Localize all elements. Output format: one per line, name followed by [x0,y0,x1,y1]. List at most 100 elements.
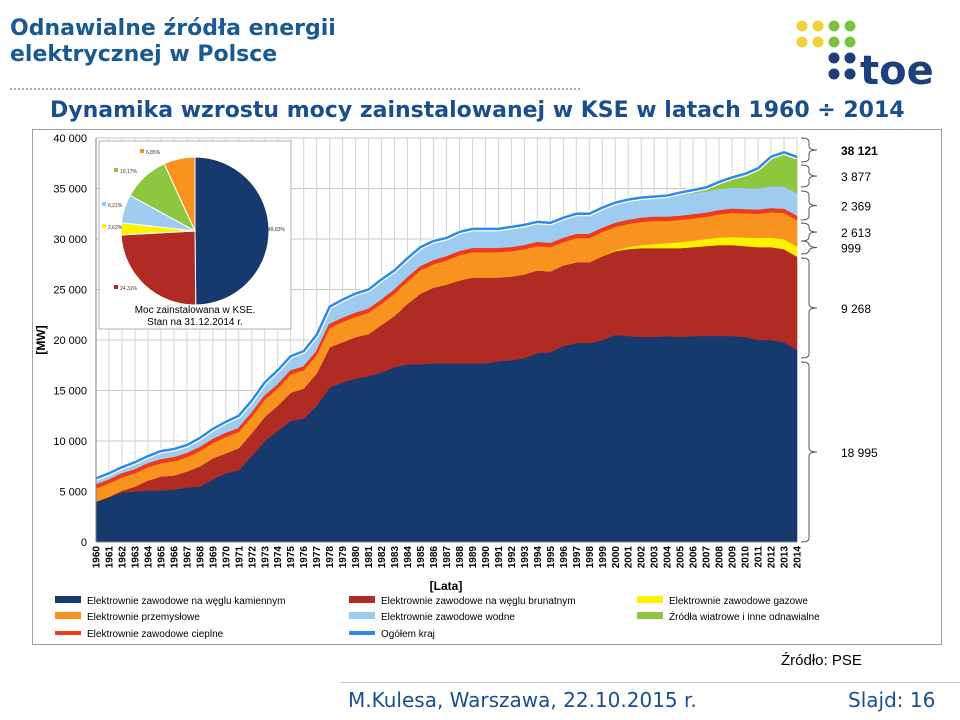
x-tick-label: 1989 [468,546,479,569]
x-tick-label: 2009 [728,546,739,569]
y-tick-label: 30 000 [53,234,87,246]
y-tick-label: 10 000 [53,436,87,448]
right-value-label: 2 613 [841,226,871,240]
pie-slice-label: 49,83% [268,227,286,233]
x-tick-label: 1960 [92,546,103,569]
right-value-label: 18 995 [841,446,878,460]
x-tick-label: 2012 [767,546,778,569]
total-line [95,151,798,480]
x-tick-label: 1962 [117,546,128,569]
x-tick-label: 1984 [403,546,414,569]
pie-slice-label: 10,17% [120,169,138,175]
x-tick-label: 2011 [754,546,765,568]
right-value-label: 38 121 [841,144,878,158]
legend-label: Elektrownie zawodowe wodne [381,612,515,623]
x-tick-label: 1992 [507,546,518,569]
x-tick-label: 1970 [221,546,232,569]
legend-swatch [637,596,663,603]
x-tick-label: 1990 [481,546,492,569]
x-tick-label: 1981 [364,546,375,569]
footer-author: M.Kulesa, Warszawa, 22.10.2015 r. [348,688,697,712]
x-tick-label: 1966 [169,546,180,569]
x-axis-title: [Lata] [430,579,463,593]
x-tick-label: 1975 [286,546,297,569]
stacked-area-chart: 0 5 000 10 000 15 000 20 000 25 000 30 000 35 0… [34,133,878,640]
brace [800,164,818,188]
x-tick-label: 1974 [273,546,284,569]
right-value-label: 9 268 [841,302,871,316]
right-value-label: 999 [841,242,861,256]
y-axis-title: [MW] [34,325,48,354]
right-value-label: 3 877 [841,170,871,184]
logo-dots-icon [796,20,856,80]
x-tick-label: 1968 [195,546,206,569]
right-value-label: 2 369 [841,200,871,214]
chart-legend: Elektrownie zawodowe na węglu kamiennym E… [55,596,820,640]
x-tick-label: 2014 [793,546,804,569]
y-tick-label: 40 000 [53,133,87,145]
x-tick-label: 1971 [234,546,245,569]
x-tick-label: 1980 [351,546,362,569]
x-tick-label: 2000 [611,546,622,569]
y-tick-label: 0 [81,537,87,549]
brace [800,240,818,255]
legend-swatch [349,612,375,619]
slide-subtitle: Dynamika wzrostu mocy zainstalowanej w K… [50,98,905,123]
legend-label: Źródła wiatrowe i inne odnawialne [669,610,820,623]
main-title-line2: elektrycznej w Polsce [10,42,278,67]
x-tick-label: 1967 [182,546,193,569]
x-tick-label: 1987 [442,546,453,569]
x-tick-label: 1996 [559,546,570,569]
x-tick-label: 1983 [390,546,401,569]
legend-label: Elektrownie przemysłowe [87,612,200,623]
x-tick-label: 2010 [741,546,752,569]
x-tick-label: 1963 [130,546,141,569]
pie-label-marker [140,149,144,153]
y-tick-label: 5 000 [59,487,87,499]
brace [800,222,818,242]
legend-swatch [55,596,81,603]
x-tick-label: 1998 [585,546,596,569]
pie-label-marker [262,226,266,230]
x-tick-label: 1988 [455,546,466,569]
x-tick-label: 2008 [715,546,726,569]
legend-label: Elektrownie zawodowe na węglu brunatnym [381,596,576,607]
x-tick-label: 1982 [377,546,388,569]
x-tick-label: 1994 [533,546,544,569]
x-tick-label: 2005 [676,546,687,569]
legend-swatch [349,596,375,603]
x-tick-label: 2006 [689,546,700,569]
header-divider [10,88,580,90]
x-tick-label: 1969 [208,546,219,569]
x-tick-label: 1977 [312,546,323,569]
footer-divider [340,682,960,683]
pie-label-marker [114,168,118,172]
legend-label: Elektrownie zawodowe cieplne [87,629,224,640]
pie-inset: 49,83% 24,31% 2,62% 6,21% 10,17% 6,85% Moc zai… [98,140,292,330]
main-title-line1: Odnawialne źródła energii [10,16,336,41]
x-tick-label: 2002 [637,546,648,569]
x-tick-label: 1991 [494,546,505,569]
x-tick-label: 2013 [780,546,791,569]
legend-label: Elektrownie zawodowe na węglu kamiennym [87,596,285,607]
y-tick-label: 35 000 [53,184,87,196]
legend-swatch [55,612,81,619]
x-tick-label: 2004 [663,546,674,569]
right-labels: 38 121 3 877 2 369 2 613 999 9 268 18 995 [800,137,878,543]
cieplne-line [95,208,798,487]
chart-frame: 0 5 000 10 000 15 000 20 000 25 000 30 000 35 0… [32,129,942,645]
x-tick-label: 1978 [325,546,336,569]
y-tick-label: 25 000 [53,285,87,297]
x-tick-label: 1985 [416,546,427,569]
pie-slice-label: 6,21% [108,203,123,209]
pie-slice-label: 2,62% [108,225,123,231]
brace [800,361,818,543]
x-tick-label: 1997 [572,546,583,569]
x-tick-label: 1972 [247,546,258,569]
pie-label-marker [102,202,106,206]
logo-text: toe [860,48,934,93]
x-tick-label: 1999 [598,546,609,569]
toe-logo: toe [796,20,934,93]
x-tick-label: 1964 [143,546,154,569]
y-tick-label: 20 000 [53,335,87,347]
